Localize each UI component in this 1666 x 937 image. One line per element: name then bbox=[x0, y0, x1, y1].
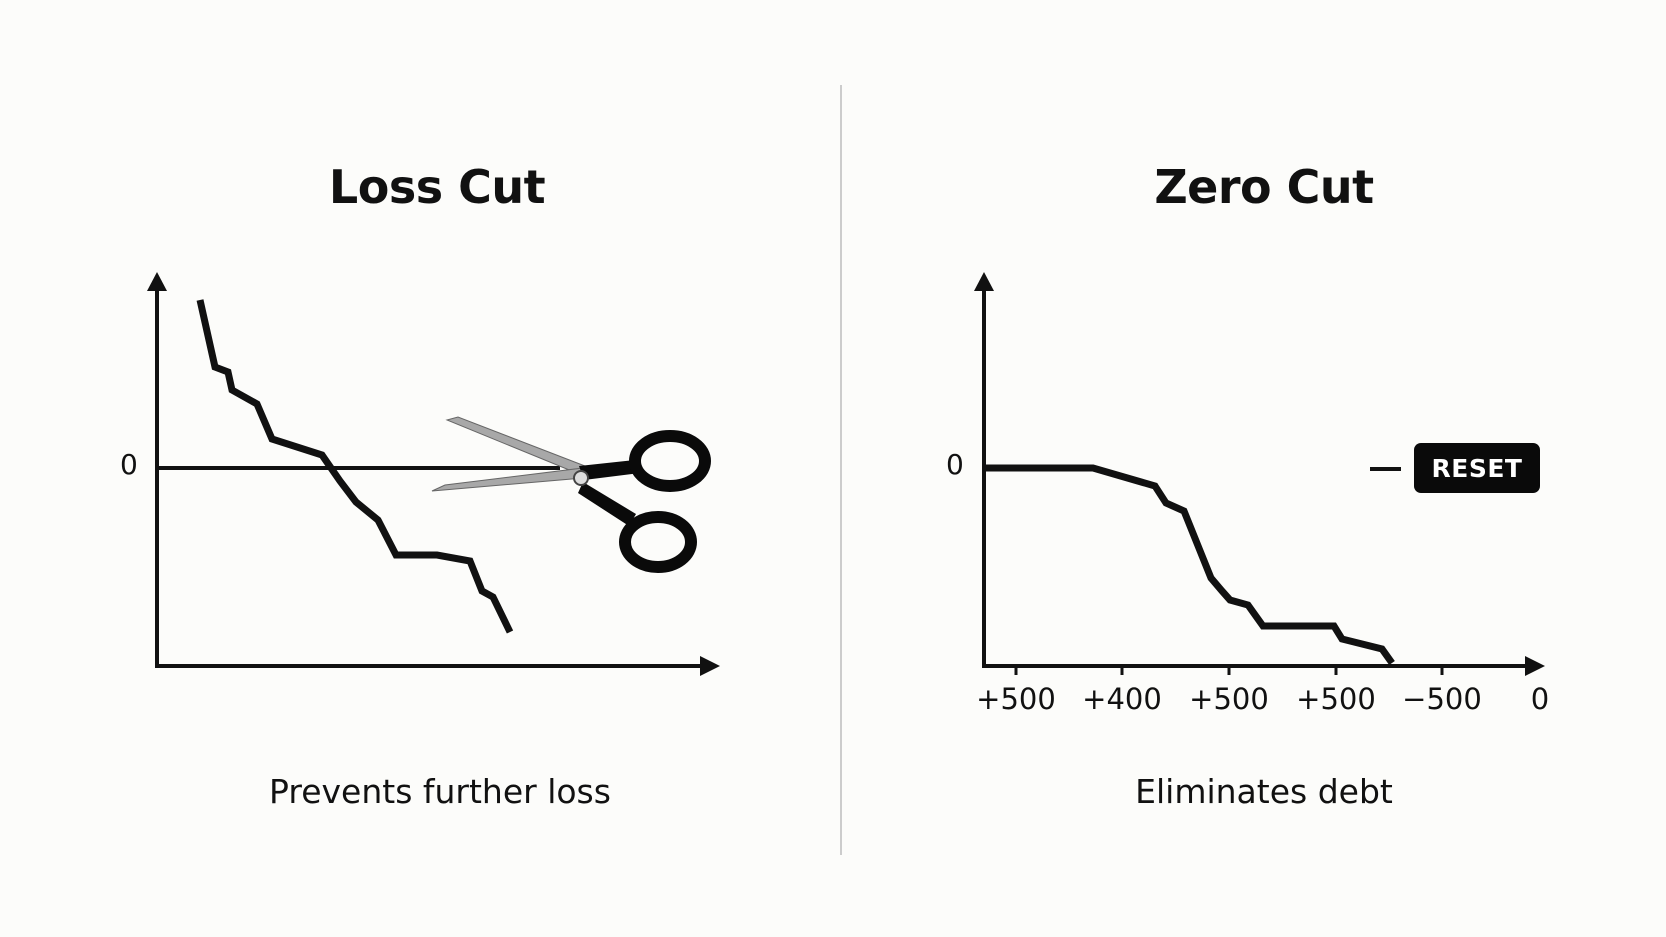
x-tick-label: +500 bbox=[976, 682, 1056, 716]
zero-cut-chart bbox=[974, 272, 1545, 676]
reset-badge: RESET bbox=[1414, 443, 1540, 493]
zero-cut-title: Zero Cut bbox=[1154, 160, 1374, 214]
x-tick-label: +500 bbox=[1189, 682, 1269, 716]
loss-cut-title: Loss Cut bbox=[328, 160, 546, 214]
x-tick-label: +500 bbox=[1296, 682, 1376, 716]
loss-cut-y-arrow bbox=[147, 272, 167, 291]
reset-dash bbox=[1370, 467, 1401, 471]
zero-cut-caption: Eliminates debt bbox=[1135, 772, 1393, 811]
loss-cut-caption: Prevents further loss bbox=[269, 772, 611, 811]
zero-cut-y-arrow bbox=[974, 272, 994, 291]
x-tick-label: 0 bbox=[1530, 682, 1550, 716]
zero-cut-x-arrow bbox=[1525, 656, 1545, 676]
zero-cut-curve bbox=[986, 464, 1395, 666]
scissors-icon bbox=[431, 416, 711, 573]
x-tick-label: −500 bbox=[1402, 682, 1482, 716]
zero-cut-zero-label: 0 bbox=[946, 448, 964, 481]
x-tick-label: +400 bbox=[1082, 682, 1162, 716]
loss-cut-x-arrow bbox=[700, 656, 720, 676]
loss-cut-chart bbox=[147, 272, 720, 676]
loss-cut-zero-label: 0 bbox=[120, 448, 138, 481]
loss-cut-curve bbox=[196, 299, 514, 634]
